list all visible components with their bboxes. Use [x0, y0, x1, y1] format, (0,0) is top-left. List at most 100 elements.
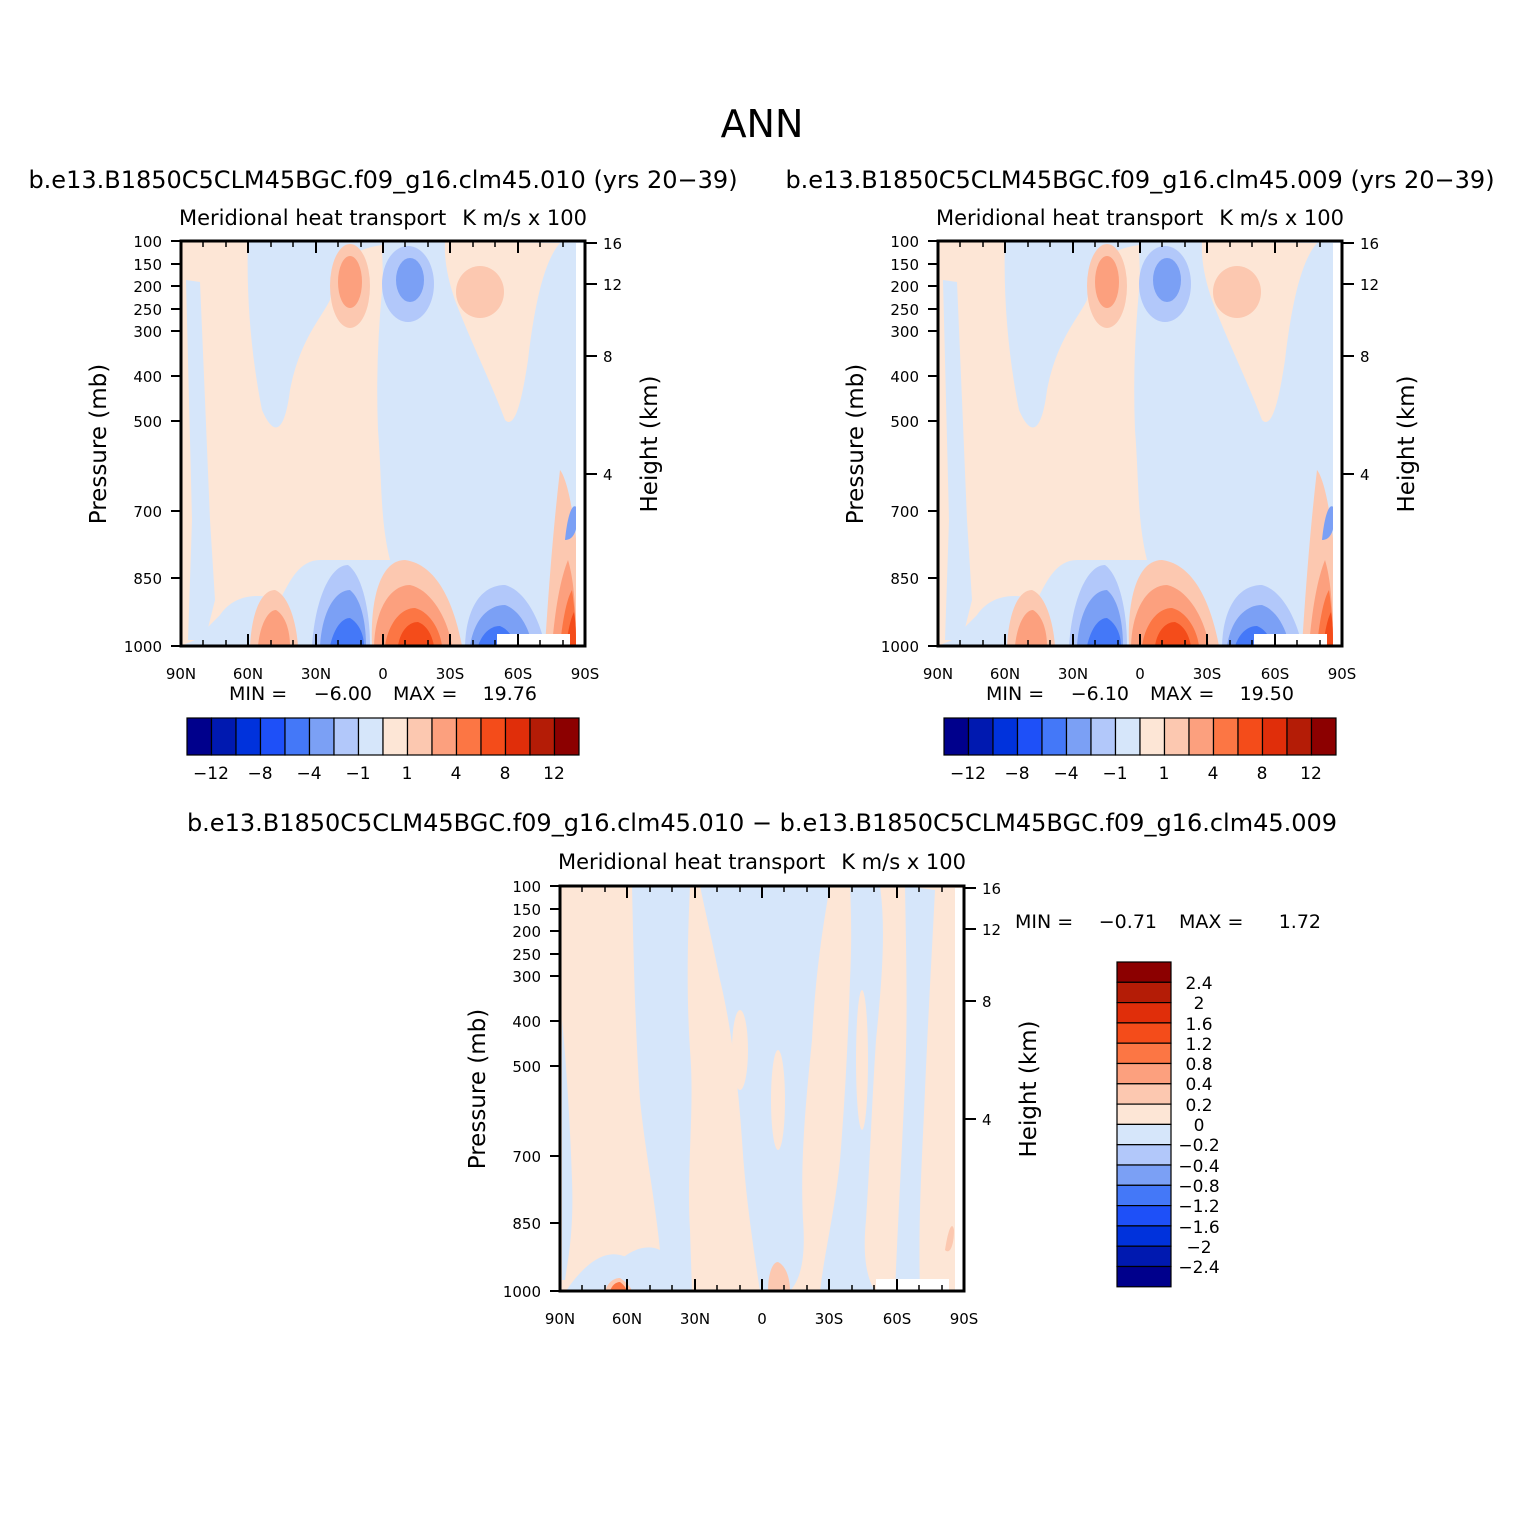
- panel-2-colorbar-box: [1286, 717, 1313, 756]
- panel-1-max-label: MAX =: [393, 683, 457, 705]
- panel-2-xtick-label: 60N: [990, 665, 1020, 683]
- panel-3-left-label: Meridional heat transport: [558, 850, 825, 874]
- panel-3-xtick-label: 0: [757, 1310, 767, 1328]
- panel-3-ytick-labels: 100 150 200 250 300 400 500 700 850 1000: [503, 878, 541, 1301]
- panel-1-ytick-label: 1000: [124, 638, 162, 656]
- panel-1-colorbar-label: 4: [451, 764, 462, 784]
- panel-2-negative-strip-north: [943, 280, 972, 640]
- panel-2-ytick-right-label: 12: [1360, 276, 1379, 294]
- panel-2-xtick-label: 60S: [1261, 665, 1290, 683]
- panel-1-colorbar-box: [357, 717, 384, 756]
- panel-1-colorbar-box: [382, 717, 409, 756]
- panel-2-frame: [936, 239, 1344, 648]
- panel-2-ytick-label: 700: [890, 503, 919, 521]
- panel-3-colorbar-box: [1116, 981, 1172, 1004]
- panel-3-ytick-right-label: 12: [982, 921, 1001, 939]
- panel-3-ytick-label: 700: [512, 1148, 541, 1166]
- panel-2-ytick-label: 850: [890, 570, 919, 588]
- panel-3-colorbar-box: [1116, 1123, 1172, 1146]
- panel-3-negative-region-a: [600, 886, 692, 1291]
- panel-3-colorbar-label: −1.6: [1178, 1218, 1219, 1238]
- panel-1-yticks: [171, 240, 181, 647]
- panel-1-right-label: K m/s x 100: [462, 206, 587, 230]
- panel-3-negative-region-b: [700, 886, 830, 1291]
- panel-3-colorbar-box: [1116, 1265, 1172, 1288]
- panel-2-ytick-label: 100: [890, 233, 919, 251]
- panel-2-stats: MIN = −6.10 MAX = 19.50: [986, 683, 1294, 705]
- panel-2-colorbar-label: 4: [1208, 764, 1219, 784]
- panel-2-xtick-label: 30N: [1058, 665, 1088, 683]
- panel-1-colorbar-box: [553, 717, 580, 756]
- panel-3-min-label: MIN =: [1015, 911, 1073, 933]
- panel-1-colorbar-label: 8: [500, 764, 511, 784]
- panel-2-ytick-label: 300: [890, 323, 919, 341]
- panel-3-ylabel: Pressure (mb): [465, 1009, 491, 1169]
- panel-1-positive-region-north: [181, 241, 390, 646]
- panel-1-colorbar-box: [504, 717, 531, 756]
- panel-1-negative-strip-north: [186, 280, 215, 640]
- panel-1-ytick-label: 100: [133, 233, 162, 251]
- panel-1-contour-sh-upper-2: [456, 266, 504, 318]
- panel-1-xtick-label: 90N: [166, 665, 196, 683]
- panel-2-colorbar-box: [1139, 717, 1166, 756]
- panel-1-title: b.e13.B1850C5CLM45BGC.f09_g16.clm45.010 …: [28, 166, 737, 194]
- panel-1-ytick-label: 700: [133, 503, 162, 521]
- panel-2-right-label: K m/s x 100: [1219, 206, 1344, 230]
- panel-1-stats: MIN = −6.00 MAX = 19.76: [229, 683, 537, 705]
- panel-2-colorbar-label: 1: [1159, 764, 1170, 784]
- panel-3-negative-strip-north: [562, 1020, 573, 1280]
- panel-3-colorbar-labels: 2.4 2 1.6 1.2 0.8 0.4 0.2 0 −0.2 −0.4 −0…: [1178, 974, 1219, 1278]
- panel-1-colorbar-box: [186, 717, 213, 756]
- panel-2-max-label: MAX =: [1150, 683, 1214, 705]
- panel-3-positive-patch-1: [732, 1010, 748, 1090]
- panel-1-xtick-label: 60S: [504, 665, 533, 683]
- panel-3-colorbar-box: [1116, 1103, 1172, 1125]
- panel-1-ytick-label: 150: [133, 256, 162, 274]
- panel-1-contour-sh-upper-core: [396, 258, 424, 302]
- panel-2-colorbar-box: [943, 717, 970, 756]
- panel-2-ytick-label: 400: [890, 368, 919, 386]
- panel-2-colorbar-box: [1310, 717, 1337, 756]
- panel-3-ytick-label: 200: [512, 923, 541, 941]
- panel-2-ytick-label: 500: [890, 413, 919, 431]
- panel-3-ytick-label: 850: [512, 1215, 541, 1233]
- panel-1-colorbar-box: [431, 717, 458, 756]
- panel-3-stats: MIN = −0.71 MAX = 1.72: [1015, 911, 1321, 933]
- panel-3-xtick-label: 90S: [950, 1310, 979, 1328]
- panel-2-plot-area: [938, 241, 1342, 646]
- panel-2-colorbar-box: [1016, 717, 1043, 756]
- panel-2-ylabel-right: Height (km): [1394, 375, 1420, 512]
- panel-1-colorbar-box: [455, 717, 482, 756]
- panel-3-plot-area: [560, 886, 964, 1291]
- panel-1-colorbar-box: [210, 717, 237, 756]
- panel-3-colorbar-label: 0.8: [1185, 1055, 1212, 1075]
- panel-3-ytick-label: 100: [512, 878, 541, 896]
- panel-3-xtick-labels: 90N 60N 30N 0 30S 60S 90S: [545, 1310, 978, 1328]
- panel-2-ytick-right-label: 8: [1360, 348, 1370, 366]
- panel-3-negative-region-d: [895, 886, 935, 1291]
- panel-2-xtick-label: 90N: [923, 665, 953, 683]
- panel-2-colorbar-label: −1: [1102, 764, 1127, 784]
- panel-1-min-value: −6.00: [314, 683, 372, 705]
- panel-1-xtick-label: 30N: [301, 665, 331, 683]
- panel-1-colorbar-box: [308, 717, 335, 756]
- panel-2-xtick-labels: 90N 60N 30N 0 30S 60S 90S: [923, 665, 1356, 683]
- panel-2-colorbar-box: [1065, 717, 1092, 756]
- panel-3-positive-patch-2: [771, 1050, 785, 1150]
- panel-2-left-label: Meridional heat transport: [936, 206, 1203, 230]
- panel-3-ylabel-right: Height (km): [1016, 1020, 1042, 1157]
- panel-3-colorbar-box: [1116, 1184, 1172, 1207]
- panel-1-ytick-right-label: 4: [603, 466, 613, 484]
- panel-3-min-value: −0.71: [1099, 911, 1157, 933]
- panel-3-colorbar-label: −0.4: [1178, 1157, 1219, 1177]
- panel-3-topography-mask-edge: [955, 888, 964, 1291]
- panel-1-contour-nh-upper-core: [338, 256, 362, 308]
- panel-2-ytick-label: 1000: [881, 638, 919, 656]
- panel-2-positive-region-north: [938, 241, 1147, 646]
- panel-1-colorbar-box: [529, 717, 556, 756]
- panel-3-xtick-label: 30N: [680, 1310, 710, 1328]
- panel-1-max-value: 19.76: [483, 683, 537, 705]
- panel-1-colorbar-labels: −12 −8 −4 −1 1 4 8 12: [193, 764, 565, 784]
- panel-1-colorbar-label: 1: [402, 764, 413, 784]
- panel-2-xtick-label: 30S: [1193, 665, 1222, 683]
